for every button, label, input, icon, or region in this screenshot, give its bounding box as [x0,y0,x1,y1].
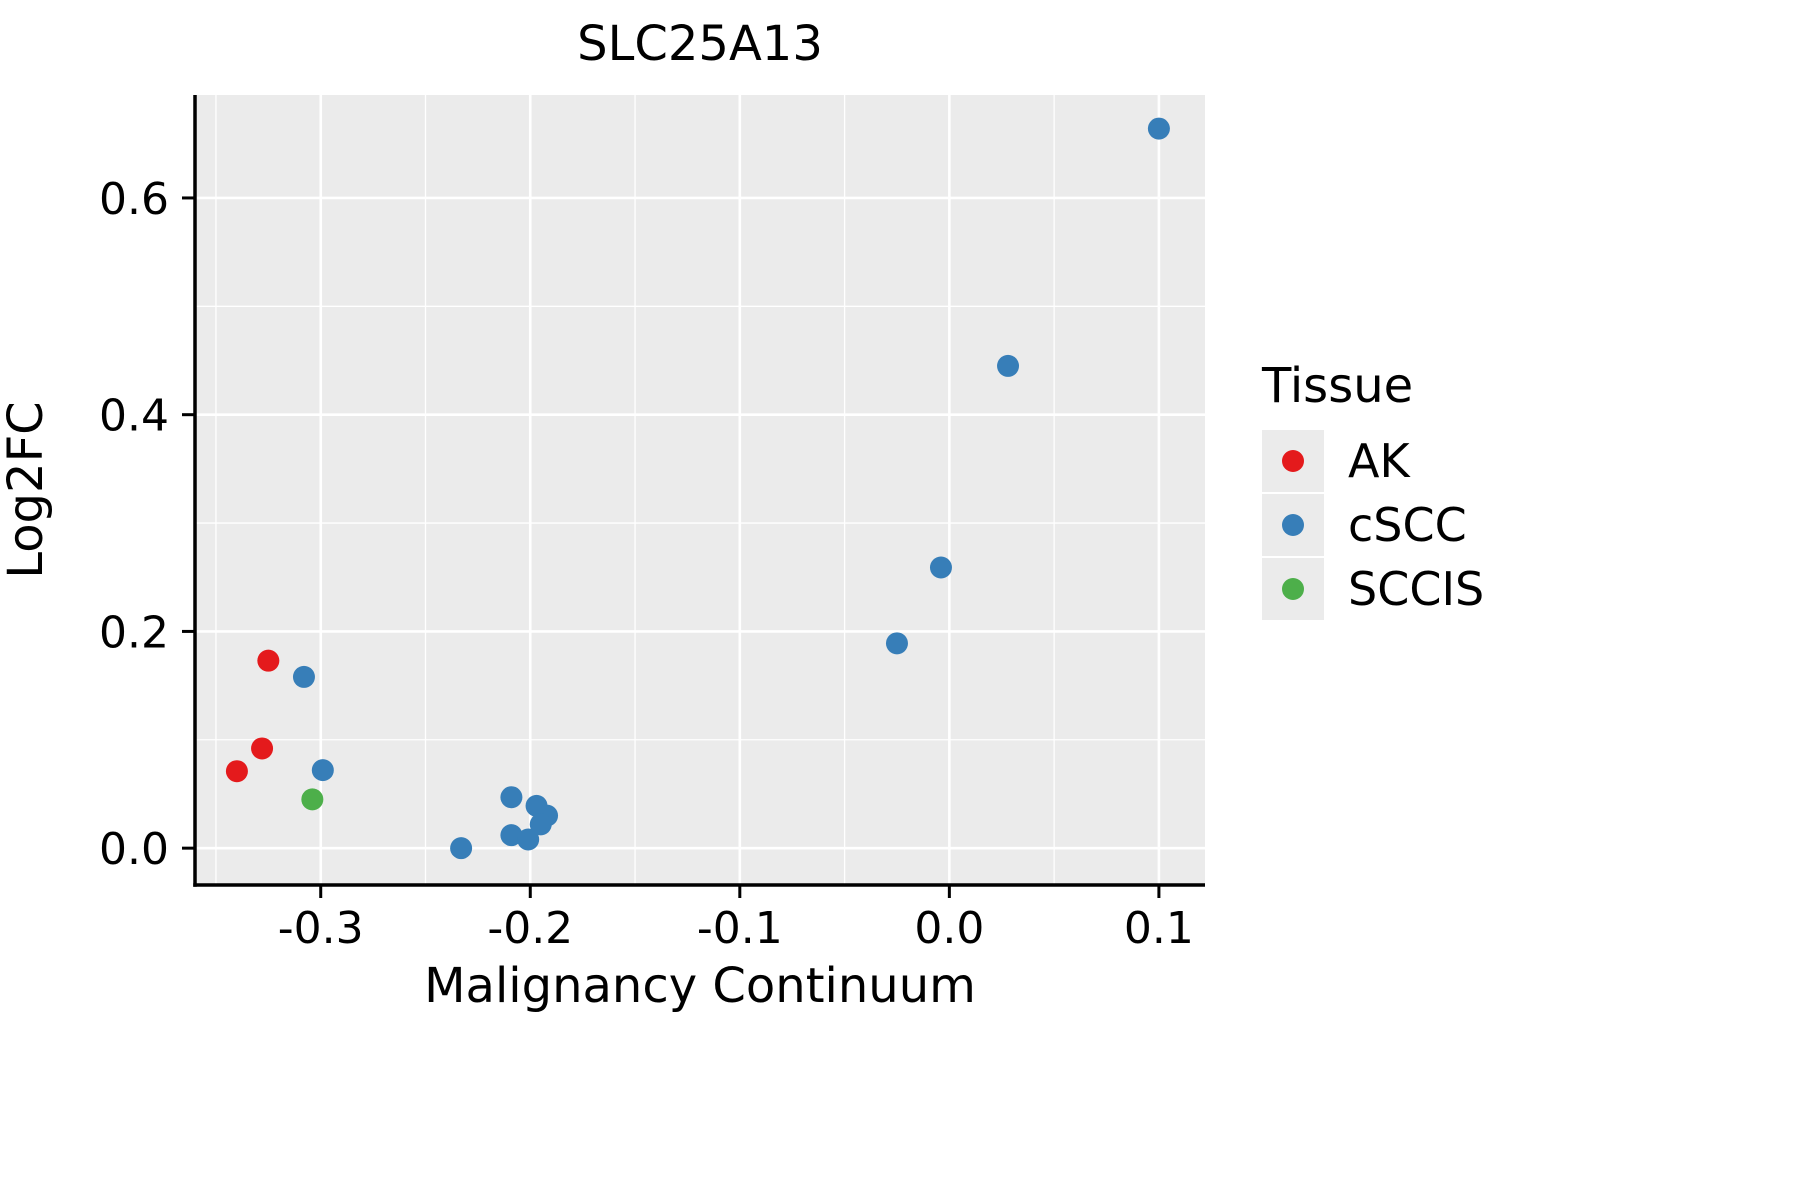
legend-swatch-ak [1282,450,1304,472]
chart-title: SLC25A13 [577,16,823,72]
legend-title: Tissue [1261,358,1413,414]
data-points [225,117,1170,860]
tick-labels: -0.3 -0.2 -0.1 0.0 0.1 0.0 0.2 0.4 0.6 [99,174,1194,954]
axis-ticks [182,196,1161,898]
x-tick-label: -0.1 [697,903,783,954]
data-point-ak [251,737,274,760]
data-point-cscc [292,665,315,688]
axis-lines [193,95,1205,887]
minor-gridlines [195,95,1205,885]
y-axis-label: Log2FC [0,401,54,578]
y-tick-label: 0.2 [99,607,169,658]
x-tick-label: 0.1 [1124,903,1194,954]
data-point-cscc [529,813,552,836]
legend-label-ak: AK [1348,434,1411,488]
data-point-cscc [1147,117,1170,140]
legend-swatch-sccis [1282,578,1304,600]
data-point-cscc [929,556,952,579]
plot-panel [195,95,1205,885]
y-tick-label: 0.6 [99,174,169,225]
legend-label-cscc: cSCC [1348,498,1467,552]
data-point-ak [225,760,248,783]
legend-swatch-cscc [1282,514,1304,536]
data-point-cscc [885,632,908,655]
x-tick-label: -0.2 [487,903,573,954]
x-tick-label: 0.0 [914,903,984,954]
data-point-cscc [500,786,523,809]
data-point-cscc [450,837,473,860]
y-tick-label: 0.0 [99,824,169,875]
data-point-cscc [500,824,523,847]
x-axis-label: Malignancy Continuum [424,958,976,1014]
legend: AK cSCC SCCIS [1262,430,1484,620]
data-point-cscc [311,759,334,782]
major-gridlines [195,95,1205,885]
legend-label-sccis: SCCIS [1348,562,1484,616]
y-tick-label: 0.4 [99,391,169,442]
data-point-cscc [517,828,540,851]
x-tick-label: -0.3 [278,903,364,954]
data-point-sccis [301,788,324,811]
data-point-cscc [997,354,1020,377]
data-point-ak [257,649,280,672]
